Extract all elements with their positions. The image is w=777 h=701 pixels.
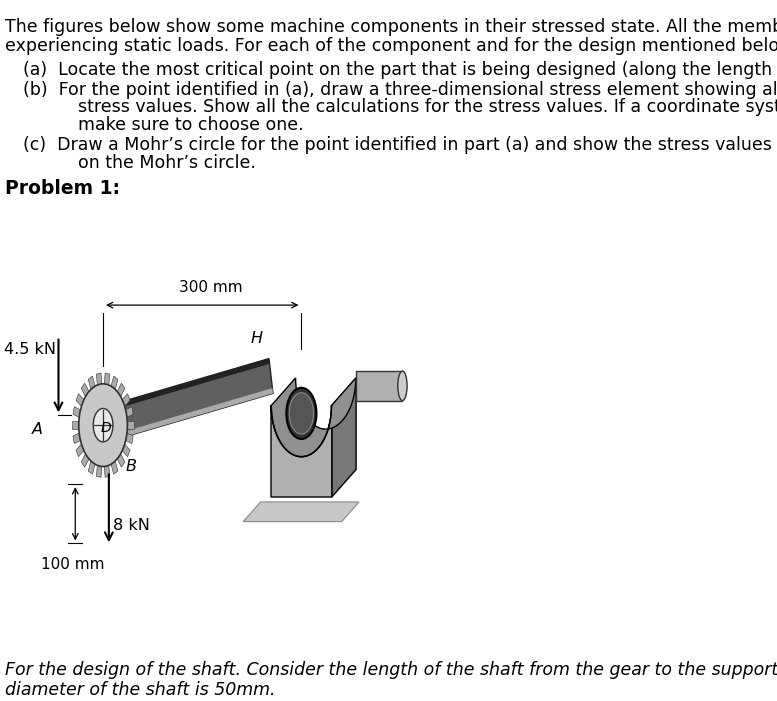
Text: (a)  Locate the most critical point on the part that is being designed (along th: (a) Locate the most critical point on th… [23,61,777,79]
Polygon shape [82,454,89,467]
Polygon shape [72,421,78,429]
Text: The figures below show some machine components in their stressed state. All the : The figures below show some machine comp… [5,18,777,36]
Text: 300 mm: 300 mm [179,280,242,295]
Polygon shape [73,433,80,444]
Polygon shape [122,394,130,406]
Polygon shape [96,373,102,385]
Text: on the Mohr’s circle.: on the Mohr’s circle. [23,154,256,172]
Text: (b)  For the point identified in (a), draw a three-dimensional stress element sh: (b) For the point identified in (a), dra… [23,81,777,99]
Polygon shape [271,405,332,497]
Polygon shape [356,371,402,400]
Polygon shape [122,444,130,456]
Polygon shape [271,378,356,456]
Polygon shape [243,502,359,522]
Polygon shape [89,461,95,475]
Polygon shape [101,359,273,442]
Polygon shape [82,383,89,397]
Polygon shape [89,376,95,389]
Text: diameter of the shaft is 50mm.: diameter of the shaft is 50mm. [5,681,275,699]
Text: (c)  Draw a Mohr’s circle for the point identified in part (a) and show the stre: (c) Draw a Mohr’s circle for the point i… [23,136,777,154]
Polygon shape [332,378,356,497]
Circle shape [287,388,316,439]
Polygon shape [76,394,84,406]
Text: B: B [125,459,136,474]
Circle shape [289,393,314,434]
Text: H: H [250,332,263,346]
Text: 4.5 kN: 4.5 kN [4,341,56,357]
Polygon shape [104,388,273,442]
Polygon shape [126,407,133,417]
Text: D: D [101,421,111,435]
Polygon shape [117,383,125,397]
Polygon shape [111,461,118,475]
Polygon shape [117,454,125,467]
Circle shape [78,384,127,466]
Text: 100 mm: 100 mm [40,557,104,572]
Polygon shape [127,421,134,429]
Polygon shape [101,359,270,413]
Text: experiencing static loads. For each of the component and for the design mentione: experiencing static loads. For each of t… [5,37,777,55]
Text: Problem 1:: Problem 1: [5,179,120,198]
Polygon shape [76,444,84,456]
Polygon shape [104,373,110,385]
Text: make sure to choose one.: make sure to choose one. [23,116,304,134]
Polygon shape [96,465,102,477]
Circle shape [93,409,113,442]
Text: For the design of the shaft. Consider the length of the shaft from the gear to t: For the design of the shaft. Consider th… [5,661,777,679]
Polygon shape [104,465,110,477]
Text: A: A [32,421,44,437]
Ellipse shape [398,371,407,400]
Polygon shape [111,376,118,389]
Text: 8 kN: 8 kN [113,518,151,533]
Text: stress values. Show all the calculations for the stress values. If a coordinate : stress values. Show all the calculations… [23,98,777,116]
Polygon shape [126,433,133,444]
Polygon shape [73,407,80,417]
